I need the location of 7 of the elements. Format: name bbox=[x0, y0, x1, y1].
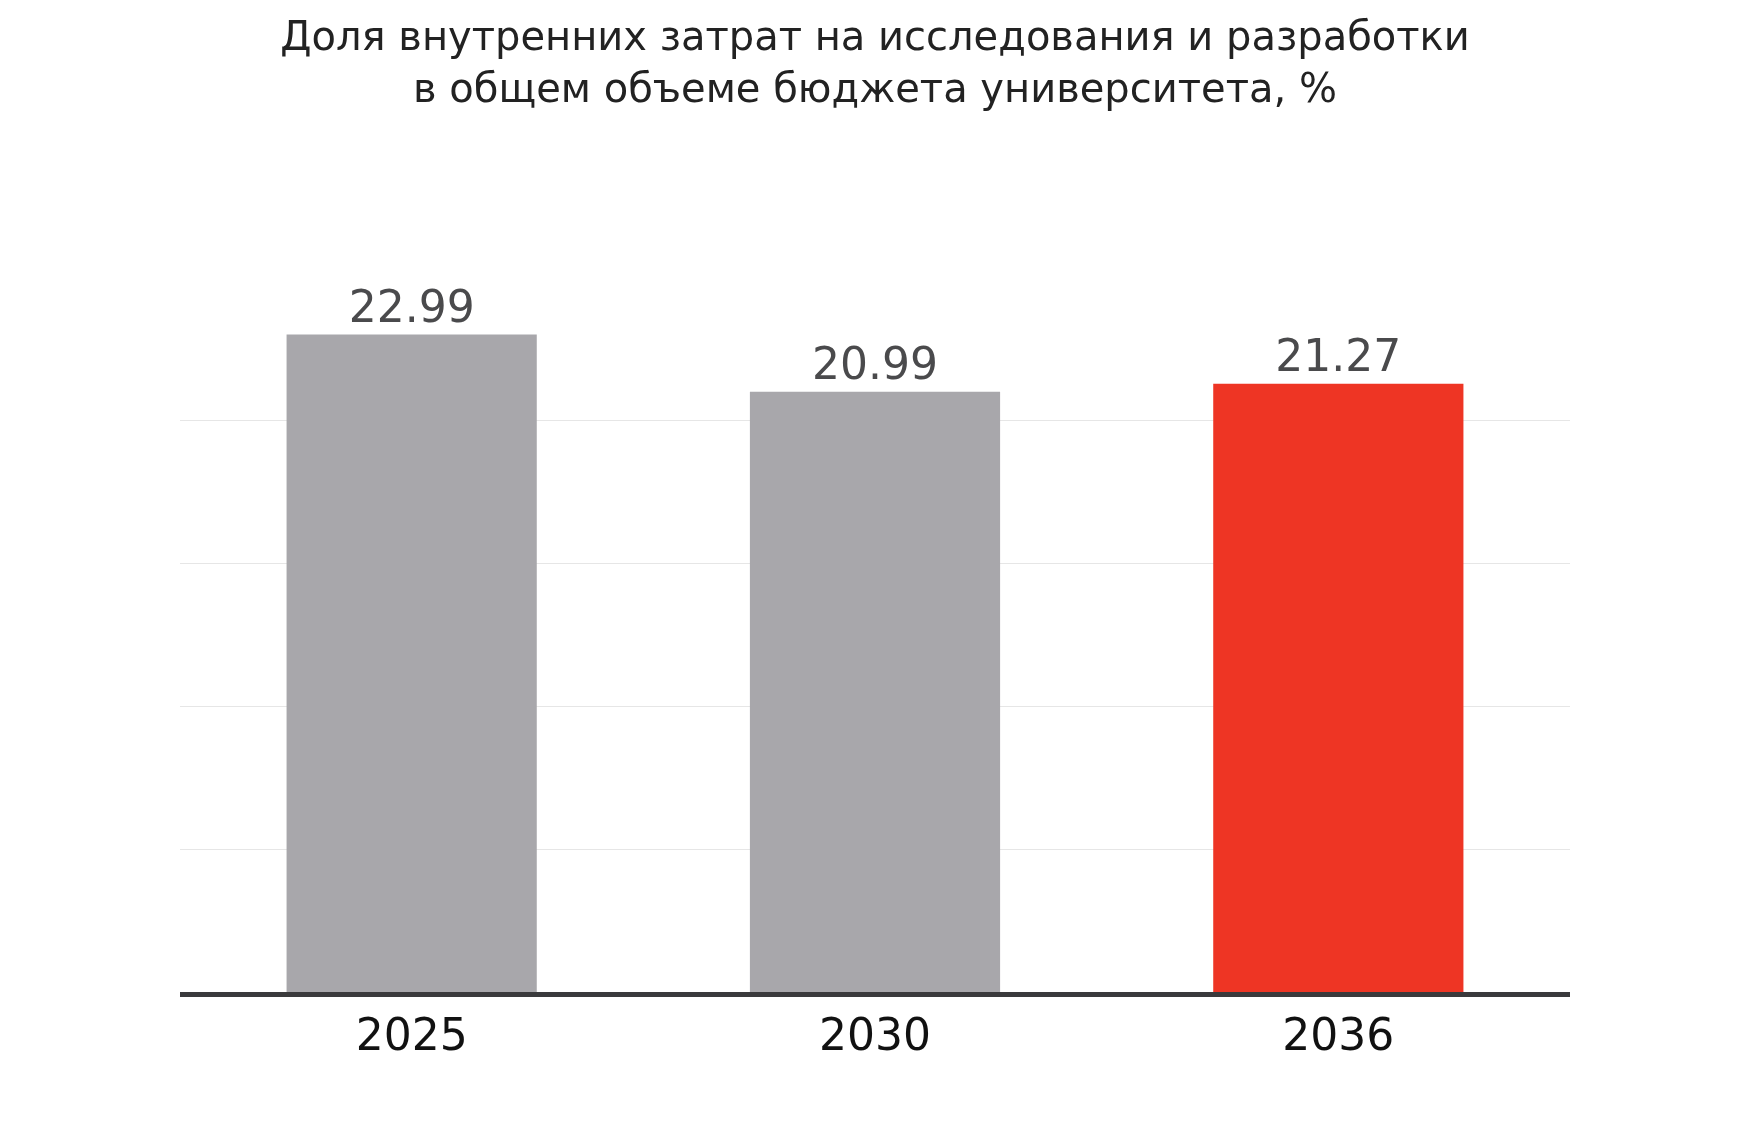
x-tick-label: 2036 bbox=[1282, 1008, 1395, 1060]
data-label: 21.27 bbox=[1275, 329, 1402, 381]
data-label: 20.99 bbox=[812, 337, 938, 389]
chart-title: Доля внутренних затрат на исследования и разработки в общем объеме бюджета университета, % bbox=[280, 13, 1470, 112]
data-label: 22.99 bbox=[348, 280, 475, 332]
x-tick-label: 2025 bbox=[355, 1008, 468, 1060]
x-tick-label: 2030 bbox=[819, 1008, 931, 1060]
